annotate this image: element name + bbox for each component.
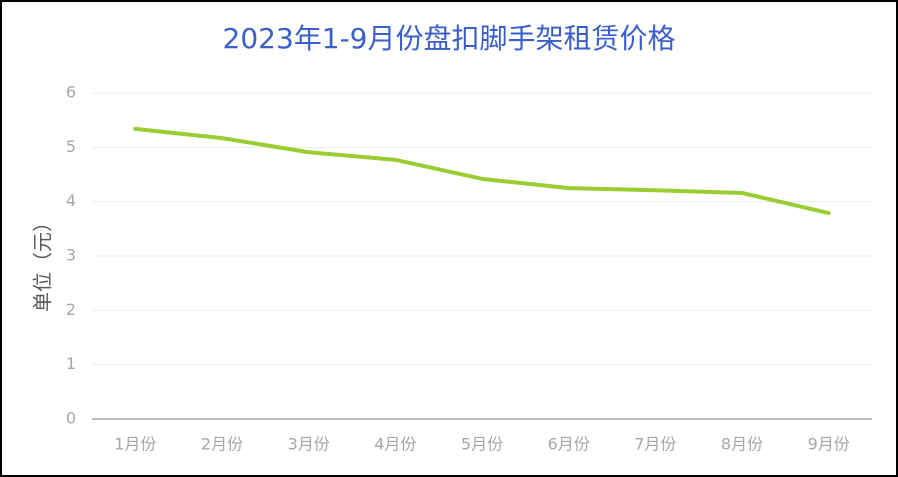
x-tick-label: 2月份	[201, 435, 243, 454]
y-tick-label: 0	[66, 409, 76, 428]
x-tick-label: 4月份	[374, 435, 416, 454]
y-tick-label: 6	[66, 83, 76, 102]
x-tick-label: 7月份	[634, 435, 676, 454]
x-tick-label: 8月份	[721, 435, 763, 454]
y-tick-label: 5	[66, 137, 76, 156]
x-tick-label: 3月份	[288, 435, 330, 454]
y-tick-label: 1	[66, 354, 76, 373]
chart-title: 2023年1-9月份盘扣脚手架租赁价格	[223, 22, 676, 55]
y-axis-label: 单位（元）	[31, 212, 55, 312]
x-tick-label: 6月份	[548, 435, 590, 454]
x-tick-label: 5月份	[461, 435, 503, 454]
x-tick-label: 9月份	[808, 435, 850, 454]
y-tick-label: 2	[66, 300, 76, 319]
x-tick-label: 1月份	[114, 435, 156, 454]
y-tick-label: 4	[66, 191, 76, 210]
y-tick-label: 3	[66, 246, 76, 265]
line-series	[133, 126, 831, 216]
